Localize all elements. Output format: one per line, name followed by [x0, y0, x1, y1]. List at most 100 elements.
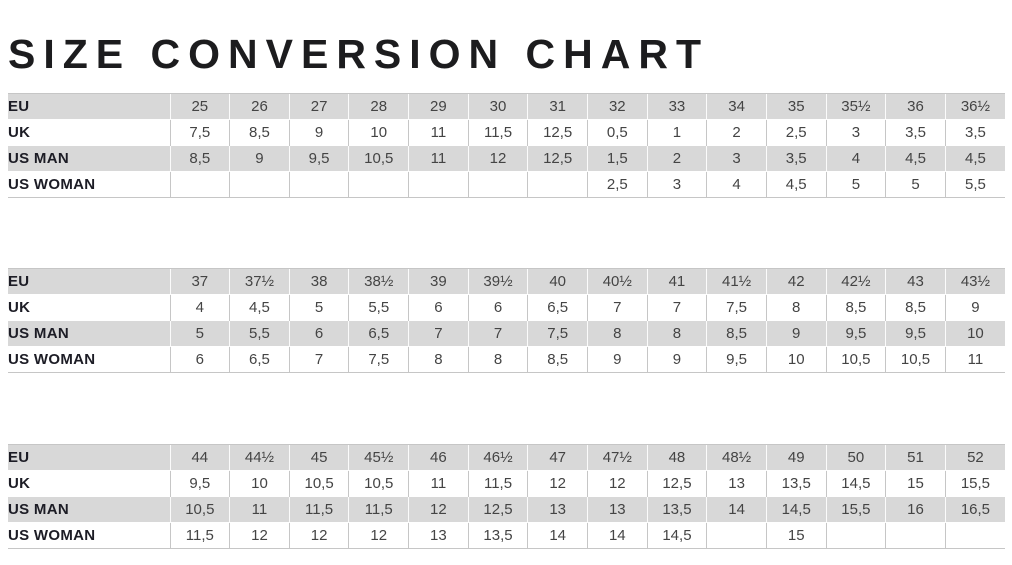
- size-cell: 11: [408, 119, 469, 146]
- size-cell: 11,5: [348, 496, 409, 523]
- size-cell: 2: [646, 145, 707, 172]
- size-cell: 9,5: [825, 320, 886, 347]
- row-label: EU: [8, 444, 170, 471]
- size-cell: 7: [467, 320, 528, 347]
- size-cell: 7,5: [706, 294, 767, 321]
- size-cell: 6,5: [527, 294, 588, 321]
- size-cell: 10,5: [169, 496, 230, 523]
- size-cell: 39: [408, 268, 469, 295]
- size-cell: 4,5: [944, 145, 1005, 172]
- table-row: US WOMAN 6 6,5 7 7,5 8 8 8,5 9 9 9,5 10 10,5 10,5 11: [8, 346, 1005, 373]
- size-table: EU 25 26 27 28 29 30 31 32 33 34 35 35½ 36 36½ UK 7,5 8,5…: [8, 93, 1005, 198]
- size-cell: 12,5: [527, 119, 588, 146]
- size-cell: 39½: [467, 268, 528, 295]
- size-cell: 9,5: [288, 145, 349, 172]
- size-cell: 5: [288, 294, 349, 321]
- size-cell: 1: [646, 119, 707, 146]
- size-cell: 46½: [467, 444, 528, 471]
- size-cell: 7,5: [527, 320, 588, 347]
- size-cell: 3,5: [944, 119, 1005, 146]
- size-cell: 37: [169, 268, 230, 295]
- size-cell: 9: [229, 145, 290, 172]
- size-cell: 5,5: [348, 294, 409, 321]
- size-cell: 9: [288, 119, 349, 146]
- size-cell: 7: [586, 294, 648, 321]
- size-cell: [885, 522, 946, 549]
- size-cell: [944, 522, 1005, 549]
- size-cell: 44½: [229, 444, 290, 471]
- size-cell: 8: [467, 346, 528, 373]
- size-cell: 3: [825, 119, 886, 146]
- size-cell: [229, 171, 290, 198]
- size-cell: 12: [348, 522, 409, 549]
- size-cell: [169, 171, 230, 198]
- size-cell: 7,5: [348, 346, 409, 373]
- size-cell: 2,5: [765, 119, 827, 146]
- size-cell: [348, 171, 409, 198]
- size-cell: 4: [706, 171, 767, 198]
- size-cell: 12,5: [527, 145, 588, 172]
- size-cell: 4,5: [765, 171, 827, 198]
- size-cell: 48: [646, 444, 707, 471]
- size-cell: 10,5: [348, 145, 409, 172]
- table-row: US MAN 5 5,5 6 6,5 7 7 7,5 8 8 8,5 9 9,5 9,5 10: [8, 320, 1005, 347]
- size-cell: 9: [646, 346, 707, 373]
- size-cell: 12: [288, 522, 349, 549]
- size-cell: 6: [169, 346, 230, 373]
- size-cell: 34: [706, 93, 767, 120]
- size-cell: 30: [467, 93, 528, 120]
- size-table-1: EU 25 26 27 28 29 30 31 32 33 34 35 35½ 36 36½ UK 7,5 8,5…: [8, 93, 1005, 198]
- size-cell: 11: [229, 496, 290, 523]
- row-label: US MAN: [8, 145, 170, 172]
- size-cell: 13,5: [467, 522, 528, 549]
- size-cell: 15: [765, 522, 827, 549]
- size-cell: 33: [646, 93, 707, 120]
- size-table-2: EU 37 37½ 38 38½ 39 39½ 40 40½ 41 41½ 42 42½ 43 43½ UK 4…: [8, 268, 1005, 373]
- size-cell: 13: [586, 496, 648, 523]
- size-cell: [825, 522, 886, 549]
- size-cell: 3: [646, 171, 707, 198]
- page-title: SIZE CONVERSION CHART: [8, 31, 710, 78]
- size-cell: 15,5: [944, 470, 1005, 497]
- table-row: UK 4 4,5 5 5,5 6 6 6,5 7 7 7,5 8 8,5 8,5 9: [8, 294, 1005, 321]
- size-cell: [467, 171, 528, 198]
- size-cell: 50: [825, 444, 886, 471]
- size-cell: 35½: [825, 93, 886, 120]
- row-label: UK: [8, 470, 170, 497]
- size-cell: [408, 171, 469, 198]
- table-row: EU 44 44½ 45 45½ 46 46½ 47 47½ 48 48½ 49 50 51 52: [8, 444, 1005, 471]
- row-label: US WOMAN: [8, 346, 170, 373]
- size-cell: 45: [288, 444, 349, 471]
- size-cell: 8,5: [229, 119, 290, 146]
- size-cell: 51: [885, 444, 946, 471]
- table-row: US WOMAN 11,5 12 12 12 13 13,5 14 14 14,5 15: [8, 522, 1005, 549]
- size-cell: 16,5: [944, 496, 1005, 523]
- size-cell: 9,5: [706, 346, 767, 373]
- size-cell: 3: [706, 145, 767, 172]
- size-cell: 7: [288, 346, 349, 373]
- size-cell: 10: [765, 346, 827, 373]
- size-cell: 10,5: [348, 470, 409, 497]
- table-row: UK 9,5 10 10,5 10,5 11 11,5 12 12 12,5 13 13,5 14,5 1…: [8, 470, 1005, 497]
- size-cell: 41: [646, 268, 707, 295]
- size-cell: 7: [408, 320, 469, 347]
- table-row: US MAN 8,5 9 9,5 10,5 11 12 12,5 1,5 2 3 3,5 4 4,5 4,5: [8, 145, 1005, 172]
- size-cell: 43½: [944, 268, 1005, 295]
- size-cell: 27: [288, 93, 349, 120]
- size-cell: 35: [765, 93, 827, 120]
- size-cell: 14,5: [765, 496, 827, 523]
- size-cell: 38: [288, 268, 349, 295]
- size-cell: 45½: [348, 444, 409, 471]
- size-cell: 7: [646, 294, 707, 321]
- size-cell: 8: [646, 320, 707, 347]
- size-cell: 13: [706, 470, 767, 497]
- size-cell: 1,5: [586, 145, 648, 172]
- size-cell: 40: [527, 268, 588, 295]
- size-cell: 46: [408, 444, 469, 471]
- size-cell: 16: [885, 496, 946, 523]
- table-row: UK 7,5 8,5 9 10 11 11,5 12,5 0,5 1 2 2,5 3 3,5 3,5: [8, 119, 1005, 146]
- size-cell: 12: [586, 470, 648, 497]
- size-cell: 10: [348, 119, 409, 146]
- size-cell: 10,5: [825, 346, 886, 373]
- size-cell: 11,5: [288, 496, 349, 523]
